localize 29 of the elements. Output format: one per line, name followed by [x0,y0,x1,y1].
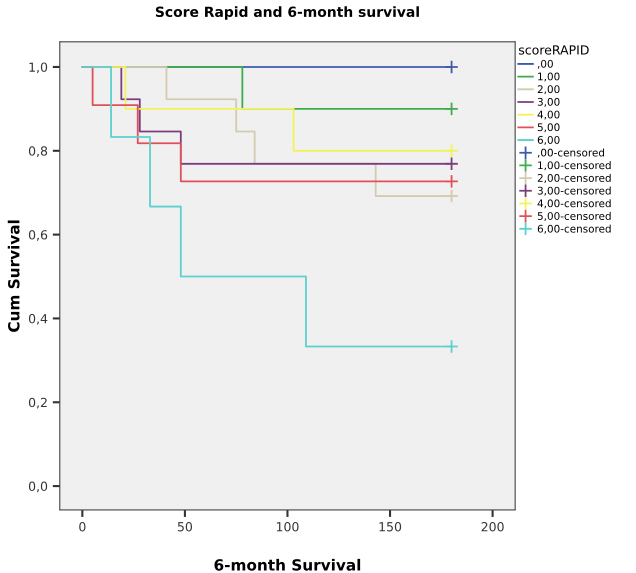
y-tick-label: 0,4 [28,314,48,325]
x-tick-label: 50 [178,522,192,532]
legend-label: 6,00-censored [538,224,611,234]
x-tick-label: 150 [379,522,402,532]
x-tick-label: 0 [79,522,86,532]
y-tick-label: 0,2 [28,398,47,408]
x-tick-label: 200 [482,522,504,532]
legend-label: 3,00 [538,98,560,107]
x-tick-label: 100 [276,522,299,532]
y-tick-label: 0,0 [28,482,48,492]
legend-label: ,00 [538,60,553,69]
legend-label: 6,00 [538,136,560,145]
legend-label: 3,00-censored [538,186,611,196]
y-axis-title: Cum Survival [8,220,20,332]
legend-label: 5,00 [538,123,560,132]
legend-label: 1,00-censored [538,161,611,170]
y-tick-label: 1,0 [29,62,48,74]
legend-label: 1,00 [538,72,560,82]
legend-label: 5,00-censored [538,212,611,222]
y-tick-label: 0,8 [28,146,48,157]
legend-label: 2,00-censored [538,174,611,183]
y-tick-label: 0,6 [28,230,48,241]
legend-label: ,00-censored [538,148,604,158]
legend-title: scoreRAPID [518,45,589,55]
legend-label: 4,00 [538,110,560,120]
chart-title: Score Rapid and 6-month survival [156,6,419,20]
legend-label: 2,00 [538,85,560,94]
legend-label: 4,00-censored [538,199,611,208]
x-axis-title: 6-month Survival [214,558,360,571]
